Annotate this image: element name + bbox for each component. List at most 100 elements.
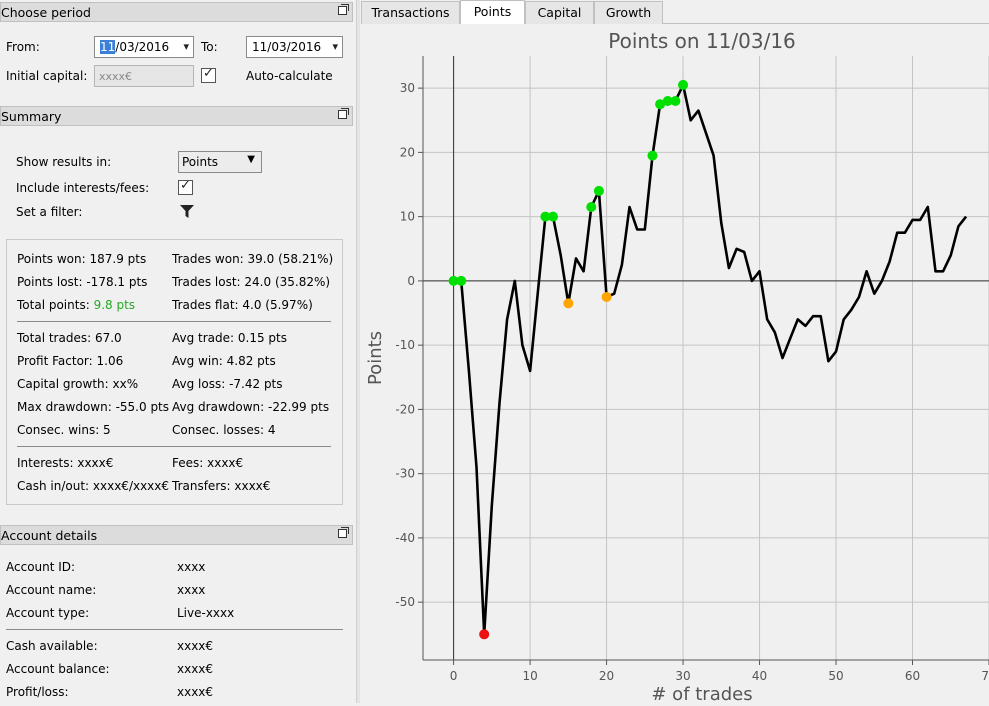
account-name-label: Account name: (6, 583, 97, 597)
data-point-marker (586, 202, 597, 212)
account-details-header[interactable]: Account details (0, 525, 353, 545)
choose-period-title: Choose period (1, 5, 91, 20)
points-chart: 0 10 20 30 40 50 60 70 -50 -40 -30 -20 -10 0 10 20 30 Poi… (365, 29, 989, 705)
x-tick-label: 50 (828, 669, 843, 683)
chart-area: 0 10 20 30 40 50 60 70 -50 -40 -30 -20 -10 0 10 20 30 Poi… (361, 24, 989, 705)
stats-group (6, 239, 343, 505)
x-tick-label: 70 (981, 669, 989, 683)
x-tick-label: 0 (450, 669, 458, 683)
main-area: Transactions Points Capital Growth 0 10 20… (361, 0, 989, 705)
max-drawdown: Max drawdown: -55.0 pts (17, 400, 170, 414)
to-label: To: (201, 40, 218, 54)
tab-capital[interactable]: Capital (525, 1, 594, 24)
y-tick-label: -10 (395, 338, 415, 352)
panel-splitter[interactable] (356, 0, 360, 703)
filter-icon[interactable] (179, 204, 195, 220)
account-name-value: xxxx (177, 583, 206, 597)
dock-float-icon[interactable] (338, 108, 349, 119)
data-point-marker (647, 150, 658, 161)
set-filter-label: Set a filter: (16, 205, 83, 219)
show-results-select[interactable]: Points ▼ (178, 151, 262, 173)
divider (17, 321, 331, 322)
data-point-marker (655, 99, 666, 110)
cash-in-out: Cash in/out: xxxx€/xxxx€ (17, 479, 170, 493)
y-axis-label: Points (365, 331, 386, 385)
total-points: Total points: 9.8 pts (17, 298, 135, 312)
from-date-selected-part: 11 (100, 40, 116, 54)
data-point-marker (670, 95, 681, 106)
x-tick-label: 60 (905, 669, 920, 683)
y-tick-label: -40 (395, 531, 415, 545)
from-date-field[interactable]: 11/03/2016 ▾ (94, 36, 194, 58)
from-date-rest: /03/2016 (115, 40, 170, 54)
to-date-value: 11/03/2016 (252, 40, 322, 54)
checkmark-icon: ✓ (180, 178, 191, 193)
account-type-value: Live-xxxx (177, 606, 235, 620)
data-point-marker (548, 211, 559, 222)
series-line (453, 83, 968, 636)
interests: Interests: xxxx€ (17, 456, 114, 470)
y-tick-label: -50 (395, 595, 415, 609)
account-balance-label: Account balance: (6, 662, 110, 676)
account-id-label: Account ID: (6, 560, 76, 574)
data-point-marker (540, 211, 551, 222)
y-tick-label: -20 (395, 402, 415, 416)
points-won: Points won: 187.9 pts (17, 252, 147, 266)
avg-drawdown: Avg drawdown: -22.99 pts (172, 400, 330, 414)
y-tick-label: 30 (400, 81, 415, 95)
show-results-value: Points (182, 155, 219, 169)
consec-losses: Consec. losses: 4 (172, 423, 276, 437)
data-point-marker (563, 298, 574, 309)
account-type-label: Account type: (6, 606, 90, 620)
cash-available-label: Cash available: (6, 639, 98, 653)
trades-won: Trades won: 39.0 (58.21%) (172, 252, 334, 266)
y-tick-label: 0 (407, 274, 415, 288)
account-id-value: xxxx (177, 560, 206, 574)
left-panel: Choose period From: 11/03/2016 ▾ To: 11/… (0, 0, 355, 703)
summary-title: Summary (1, 109, 62, 124)
x-tick-label: 20 (599, 669, 614, 683)
capital-growth: Capital growth: xx% (17, 377, 139, 391)
profit-loss-value: xxxx€ (177, 685, 214, 699)
chart-title: Points on 11/03/16 (608, 29, 796, 53)
fees: Fees: xxxx€ (172, 456, 244, 470)
consec-wins: Consec. wins: 5 (17, 423, 111, 437)
data-point-marker (601, 291, 612, 302)
x-tick-label: 10 (522, 669, 537, 683)
divider (17, 446, 331, 447)
initial-capital-label: Initial capital: (6, 69, 88, 83)
tab-transactions[interactable]: Transactions (361, 1, 460, 24)
data-point-marker (662, 95, 673, 106)
avg-trade: Avg trade: 0.15 pts (172, 331, 287, 345)
to-date-field[interactable]: 11/03/2016 ▾ (246, 36, 343, 58)
total-trades: Total trades: 67.0 (17, 331, 122, 345)
choose-period-header[interactable]: Choose period (0, 2, 353, 22)
chevron-down-icon[interactable]: ▾ (183, 40, 189, 53)
x-axis-label: # of trades (651, 684, 752, 703)
tab-bar: Transactions Points Capital Growth (361, 0, 989, 25)
checkmark-icon: ✓ (203, 66, 214, 81)
chevron-down-icon[interactable]: ▾ (332, 40, 338, 53)
data-point-marker (593, 185, 604, 196)
tab-points[interactable]: Points (460, 0, 525, 25)
summary-header[interactable]: Summary (0, 106, 353, 126)
divider (6, 629, 343, 630)
include-interests-checkbox[interactable]: ✓ (178, 178, 193, 195)
x-tick-label: 40 (752, 669, 767, 683)
account-details-title: Account details (1, 528, 98, 543)
include-interests-label: Include interests/fees: (16, 181, 150, 195)
trades-lost: Trades lost: 24.0 (35.82%) (172, 275, 331, 289)
y-tick-label: 10 (400, 210, 415, 224)
cash-available-value: xxxx€ (177, 639, 214, 653)
trades-flat: Trades flat: 4.0 (5.97%) (172, 298, 313, 312)
auto-calculate-checkbox[interactable]: ✓ (201, 66, 216, 83)
data-point-marker (456, 275, 467, 286)
dock-float-icon[interactable] (338, 527, 349, 538)
show-results-label: Show results in: (16, 155, 112, 169)
chevron-down-icon: ▼ (247, 154, 255, 165)
account-balance-value: xxxx€ (177, 662, 214, 676)
avg-win: Avg win: 4.82 pts (172, 354, 276, 368)
dock-float-icon[interactable] (338, 4, 349, 15)
tab-growth[interactable]: Growth (594, 1, 663, 24)
data-point-marker (678, 79, 689, 90)
